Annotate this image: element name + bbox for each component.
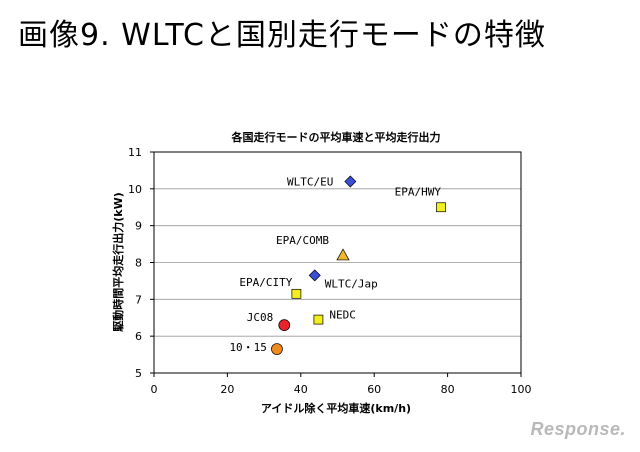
data-point — [271, 343, 283, 355]
data-point — [436, 202, 446, 213]
x-tick-label: 100 — [511, 383, 532, 396]
tick-labels: 5 6 7 8 9 10 11 0 20 40 60 80 100 — [128, 146, 532, 396]
data-point — [278, 319, 291, 331]
point-label: JC08 — [247, 311, 274, 324]
point-label: 10・15 — [229, 341, 267, 354]
point-label: WLTC/EU — [287, 175, 333, 188]
x-tick-label: 60 — [367, 383, 381, 396]
y-tick-label: 8 — [135, 257, 142, 270]
chart-title: 各国走行モードの平均車速と平均走行出力 — [231, 130, 441, 144]
x-axis-label: アイドル除く平均車速(km/h) — [261, 401, 411, 415]
point-label: EPA/COMB — [276, 234, 329, 247]
data-point — [344, 175, 357, 188]
data-point — [308, 269, 321, 282]
y-tick-label: 9 — [135, 220, 142, 233]
data-point — [291, 288, 302, 299]
point-label: EPA/HWY — [395, 185, 442, 198]
x-tick-label: 0 — [151, 383, 158, 396]
y-tick-label: 11 — [128, 146, 142, 159]
data-points: WLTC/EU EPA/HWY EPA/COMB WLTC/Jap EPA/CITY NE… — [229, 175, 446, 355]
slide-title: 画像9. WLTCと国別走行モードの特徴 — [18, 18, 546, 53]
y-tick-label: 5 — [135, 367, 142, 380]
y-tick-label: 6 — [135, 330, 142, 343]
point-label: WLTC/Jap — [325, 277, 378, 290]
x-tick-label: 20 — [220, 383, 234, 396]
data-point — [336, 248, 350, 261]
y-tick-label: 10 — [128, 183, 142, 196]
x-tick-label: 40 — [294, 383, 308, 396]
response-watermark: Response. — [530, 419, 626, 439]
point-label: EPA/CITY — [239, 276, 292, 289]
data-point — [313, 314, 324, 325]
y-tick-label: 7 — [135, 293, 142, 306]
x-tick-label: 80 — [441, 383, 455, 396]
point-label: NEDC — [329, 309, 356, 322]
y-axis-label: 駆動時間平均走行出力(kW) — [111, 192, 125, 332]
gridlines — [154, 151, 521, 374]
